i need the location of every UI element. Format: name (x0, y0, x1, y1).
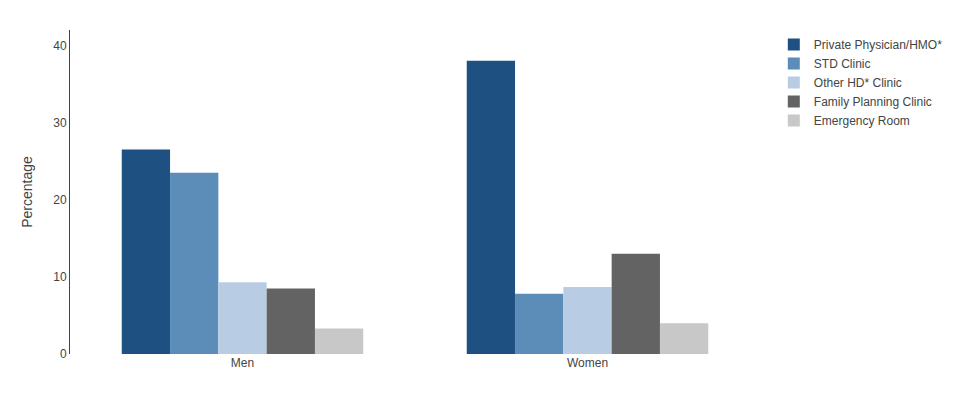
svg-text:Men: Men (231, 356, 254, 370)
svg-text:20: 20 (53, 193, 67, 207)
svg-text:Emergency Room: Emergency Room (814, 114, 910, 128)
svg-text:0: 0 (60, 347, 67, 361)
svg-text:Other HD* Clinic: Other HD* Clinic (814, 76, 902, 90)
svg-text:Private Physician/HMO*: Private Physician/HMO* (814, 38, 942, 52)
svg-text:STD Clinic: STD Clinic (814, 57, 871, 71)
svg-text:30: 30 (53, 116, 67, 130)
svg-text:40: 40 (53, 39, 67, 53)
svg-text:10: 10 (53, 270, 67, 284)
svg-text:Percentage: Percentage (19, 156, 35, 228)
svg-text:Women: Women (567, 356, 608, 370)
svg-text:Family Planning Clinic: Family Planning Clinic (814, 95, 932, 109)
